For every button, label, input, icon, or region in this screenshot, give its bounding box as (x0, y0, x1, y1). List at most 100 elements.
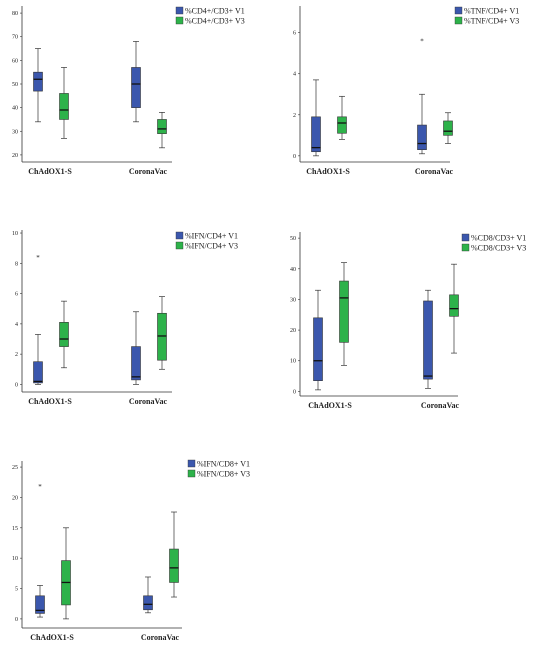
box-iqr (157, 312, 167, 361)
box-iqr (35, 595, 45, 614)
box-coronavac-v3 (169, 511, 179, 598)
legend-swatch (175, 6, 184, 15)
x-category-label: CoronaVac (421, 401, 460, 410)
y-tick-label: 5 (15, 587, 18, 593)
y-tick-label: 10 (290, 359, 296, 365)
chart-panel-1: 20 30 40 50 60 70 80 ChAdOX1-S CoronaVac %CD4+/CD… (12, 6, 245, 176)
box-iqr (311, 116, 321, 153)
box-chadox1-s-v3 (59, 300, 69, 369)
outlier-marker: * (420, 37, 424, 45)
y-tick-label: 20 (12, 153, 18, 159)
box-chadox1-s-v1 (33, 48, 43, 123)
y-tick-label: 30 (12, 129, 18, 135)
x-category-label: CoronaVac (141, 633, 180, 642)
box-iqr (59, 322, 69, 347)
box-coronavac-v1 (131, 311, 141, 385)
x-category-label: ChAdOX1-S (306, 167, 350, 176)
legend-swatch (461, 243, 470, 252)
legend-swatch (187, 469, 196, 478)
y-tick-label: 10 (12, 231, 18, 237)
box-iqr (339, 280, 349, 343)
legend-label: %CD4+/CD3+ V1 (185, 7, 245, 16)
y-tick-label: 20 (12, 495, 18, 501)
box-coronavac-v3 (157, 296, 167, 370)
y-tick-label: 2 (15, 352, 18, 358)
box-chadox1-s-v3 (61, 527, 71, 620)
box-coronavac-v3 (443, 112, 453, 144)
box-chadox1-s-v3 (337, 95, 347, 140)
x-category-label: ChAdOX1-S (30, 633, 74, 642)
box-iqr (337, 116, 347, 134)
legend-swatch (461, 233, 470, 242)
legend-swatch (175, 16, 184, 25)
y-tick-label: 30 (290, 297, 296, 303)
x-category-label: CoronaVac (129, 167, 168, 176)
box-coronavac-v1 (417, 93, 427, 155)
y-tick-label: 40 (290, 267, 296, 273)
box-coronavac-v1 (143, 576, 153, 614)
box-iqr (33, 71, 43, 92)
box-coronavac-v3 (157, 112, 167, 149)
y-tick-label: 60 (12, 58, 18, 64)
x-category-label: ChAdOX1-S (308, 401, 352, 410)
x-category-label: ChAdOX1-S (28, 397, 72, 406)
y-tick-label: 0 (293, 389, 296, 395)
legend-label: %IFN/CD4+ V3 (185, 242, 238, 251)
x-category-label: CoronaVac (415, 167, 454, 176)
chart-panel-5: 0 5 10 15 20 25 ChAdOX1-S CoronaVac * %IFN/CD8+ V… (12, 460, 250, 643)
y-tick-label: 6 (15, 292, 18, 298)
box-chadox1-s-v1 (313, 289, 323, 391)
y-tick-label: 50 (290, 236, 296, 242)
box-coronavac-v1 (423, 289, 433, 389)
legend-label: %TNF/CD4+ V1 (464, 7, 519, 16)
legend-label: %CD8/CD3+ V1 (471, 234, 526, 243)
legend-swatch (175, 231, 184, 240)
box-chadox1-s-v1 (35, 585, 45, 618)
x-category-label: ChAdOX1-S (28, 167, 72, 176)
x-category-label: CoronaVac (129, 397, 168, 406)
y-tick-label: 8 (15, 261, 18, 267)
box-iqr (313, 317, 323, 381)
box-coronavac-v1 (131, 41, 141, 123)
y-tick-label: 80 (12, 11, 18, 17)
y-tick-label: 40 (12, 106, 18, 112)
box-chadox1-s-v3 (59, 67, 69, 139)
outlier-marker: * (38, 483, 42, 491)
y-tick-label: 0 (15, 617, 18, 623)
y-tick-label: 0 (293, 154, 296, 160)
legend-swatch (175, 241, 184, 250)
y-tick-label: 6 (293, 31, 296, 37)
box-chadox1-s-v1 (33, 334, 43, 385)
y-tick-label: 4 (293, 72, 296, 78)
y-tick-label: 70 (12, 35, 18, 41)
legend-label: %IFN/CD8+ V3 (197, 470, 250, 479)
chart-panel-2: 0 2 4 6 ChAdOX1-S CoronaVac * %TNF/CD4+ V1%TNF/… (293, 6, 519, 176)
legend-swatch (187, 459, 196, 468)
box-iqr (33, 361, 43, 384)
legend-label: %TNF/CD4+ V3 (464, 17, 519, 26)
y-tick-label: 4 (15, 322, 18, 328)
legend-label: %IFN/CD4+ V1 (185, 232, 238, 241)
box-iqr (443, 120, 453, 136)
legend-swatch (454, 6, 463, 15)
legend-label: %CD4+/CD3+ V3 (185, 17, 245, 26)
box-chadox1-s-v1 (311, 79, 321, 157)
y-tick-label: 2 (293, 113, 296, 119)
box-iqr (449, 294, 459, 317)
y-tick-label: 0 (15, 382, 18, 388)
y-tick-label: 10 (12, 556, 18, 562)
box-iqr (131, 67, 141, 108)
box-iqr (157, 119, 167, 134)
box-iqr (423, 300, 433, 380)
chart-panel-3: 0 2 4 6 8 10 ChAdOX1-S CoronaVac * %IFN/CD4+ V1%I… (12, 230, 238, 406)
legend-swatch (454, 16, 463, 25)
outlier-marker: * (36, 254, 40, 262)
box-coronavac-v3 (449, 263, 459, 354)
box-chadox1-s-v3 (339, 262, 349, 366)
y-tick-label: 25 (12, 465, 18, 471)
y-tick-label: 50 (12, 82, 18, 88)
box-iqr (169, 548, 179, 583)
box-iqr (417, 124, 427, 150)
y-tick-label: 20 (290, 328, 296, 334)
